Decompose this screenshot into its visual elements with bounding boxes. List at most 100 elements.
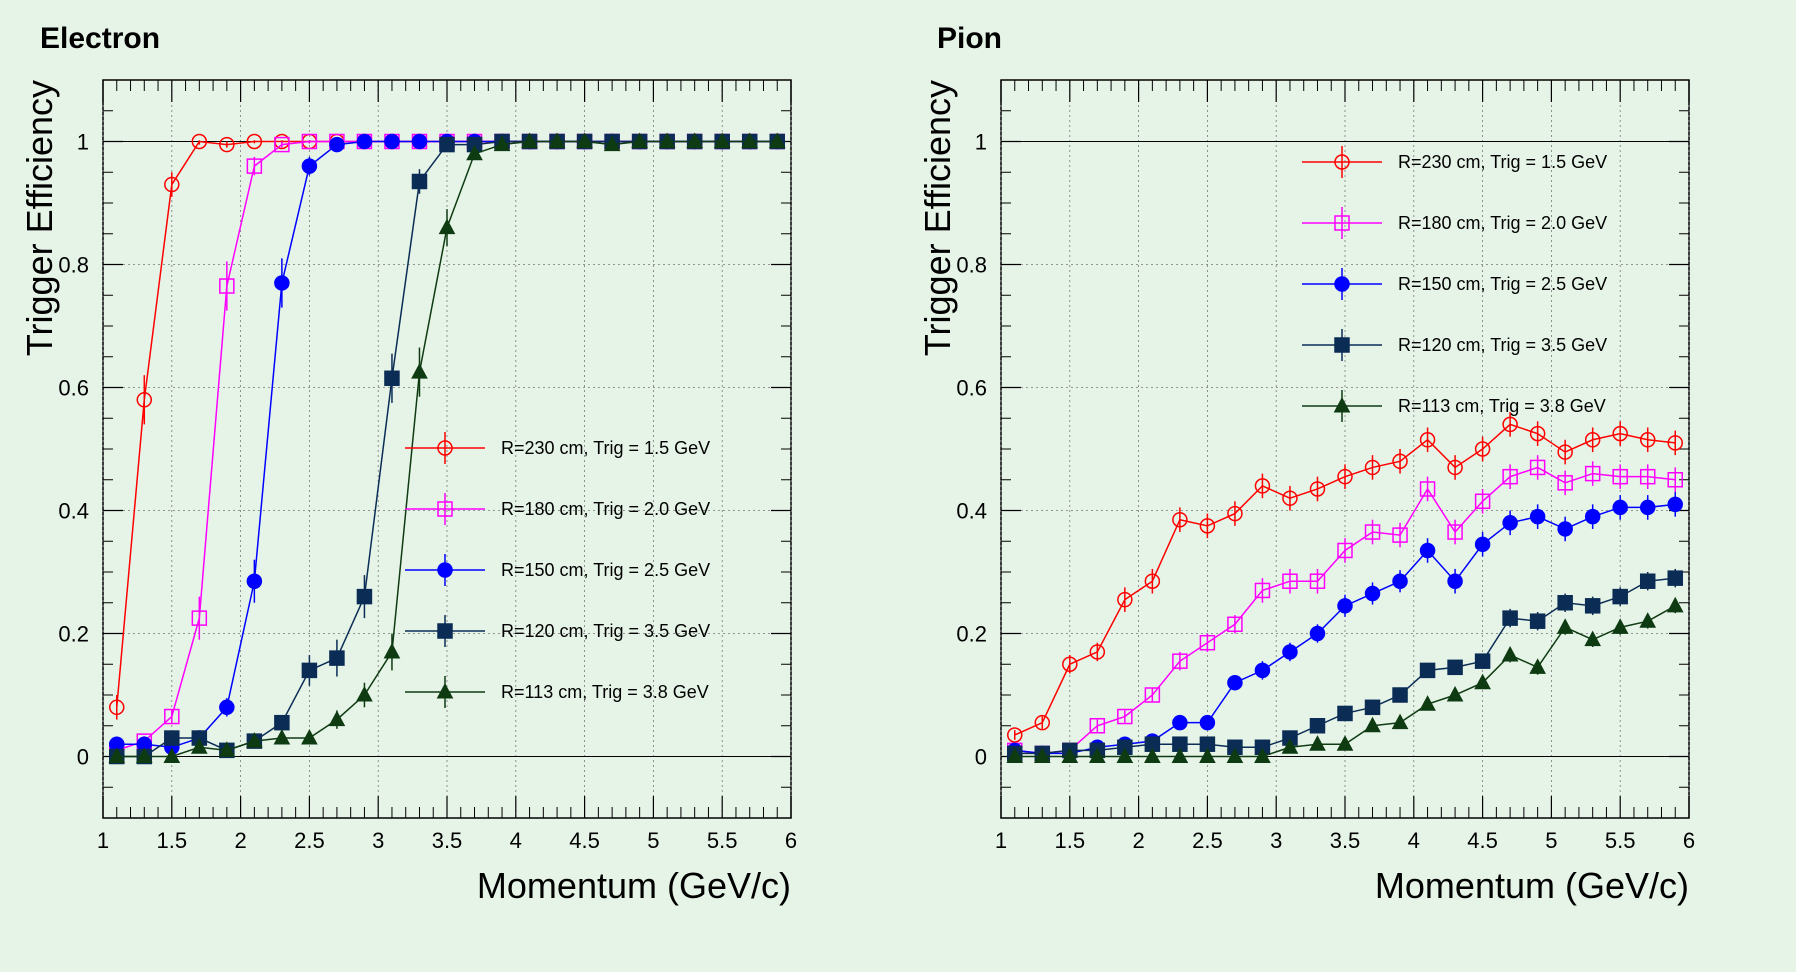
pion-legend-entry: R=180 cm, Trig = 2.0 GeV	[1302, 207, 1607, 239]
pion-data-point	[1172, 511, 1188, 528]
electron-data-point	[190, 738, 208, 754]
electron-legend-marker	[437, 623, 453, 639]
pion-data-point	[1089, 644, 1106, 660]
electron-data-point	[246, 573, 263, 589]
electron-x-tick-label: 3.5	[432, 828, 463, 853]
electron-data-point	[411, 363, 428, 379]
pion-legend-entry: R=120 cm, Trig = 3.5 GeV	[1302, 329, 1607, 361]
pion-x-tick-label: 1.5	[1055, 828, 1086, 853]
pion-data-point	[1254, 478, 1271, 494]
electron-legend-entry: R=230 cm, Trig = 1.5 GeV	[405, 432, 710, 464]
electron-legend-entry: R=150 cm, Trig = 2.5 GeV	[405, 554, 710, 586]
pion-data-point	[1062, 656, 1078, 672]
pion-data-point	[1226, 747, 1244, 763]
electron-y-tick-label: 0	[77, 745, 89, 770]
pion-data-point	[1309, 625, 1326, 642]
pion-data-point	[1282, 644, 1298, 660]
pion-data-point	[1227, 674, 1243, 691]
pion-y-tick-label: 0	[975, 745, 987, 770]
pion-data-point	[1419, 542, 1436, 559]
pion-data-point	[1144, 687, 1161, 703]
pion-data-point	[1392, 527, 1408, 543]
electron-legend-marker	[436, 682, 454, 699]
electron-y-tick-label: 0.4	[58, 499, 89, 524]
electron-data-point	[274, 136, 290, 153]
pion-series-3	[1007, 568, 1683, 762]
pion-data-point	[1007, 727, 1023, 743]
electron-x-tick-label: 4.5	[569, 828, 600, 853]
electron-data-point	[411, 173, 428, 190]
pion-x-tick-label: 5.5	[1605, 828, 1636, 853]
pion-data-point	[1667, 496, 1683, 513]
pion-data-point	[1639, 499, 1656, 516]
pion-data-point	[1667, 570, 1683, 586]
electron-data-point	[521, 132, 538, 148]
pion-series-4	[1006, 596, 1684, 763]
electron-x-tick-label: 6	[785, 828, 797, 853]
electron-x-tick-label: 1	[97, 828, 109, 853]
pion-legend-marker	[1334, 154, 1350, 170]
pion-data-point	[1584, 598, 1601, 614]
pion-data-point	[1391, 713, 1409, 730]
pion-data-point	[1172, 714, 1188, 731]
electron-x-axis-title: Momentum (GeV/c)	[477, 865, 791, 906]
pion-legend: R=230 cm, Trig = 1.5 GeV R=180 cm, Trig =…	[1302, 146, 1607, 422]
pion-data-point	[1392, 687, 1408, 703]
pion-data-point	[1584, 630, 1602, 647]
pion-legend-entry: R=150 cm, Trig = 2.5 GeV	[1302, 268, 1607, 300]
electron-data-point	[356, 133, 373, 150]
electron-data-point	[191, 133, 208, 150]
pion-data-point	[1281, 738, 1299, 754]
pion-data-point	[1557, 444, 1573, 460]
pion-data-point	[1061, 747, 1079, 763]
pion-legend-marker	[1333, 396, 1351, 413]
electron-y-tick-label: 0.2	[58, 622, 89, 647]
electron-series-4	[108, 132, 786, 763]
pion-data-point	[1529, 508, 1546, 525]
electron-data-point	[164, 730, 180, 746]
electron-data-point	[438, 218, 456, 235]
electron-data-point	[603, 135, 621, 152]
pion-data-point	[1337, 598, 1353, 614]
pion-data-point	[1254, 662, 1271, 679]
pion-data-point	[1033, 747, 1051, 763]
pion-data-point	[1447, 524, 1463, 540]
pion-data-point	[1529, 658, 1546, 674]
pion-data-point	[1557, 475, 1573, 491]
pion-data-point	[1584, 465, 1601, 482]
pion-y-tick-label: 0.4	[956, 499, 987, 524]
pion-legend-label: R=113 cm, Trig = 3.8 GeV	[1398, 396, 1606, 416]
pion-data-point	[1282, 490, 1298, 506]
pion-data-point	[1667, 435, 1683, 451]
pion-data-point	[1584, 432, 1601, 448]
electron-data-point	[383, 642, 401, 659]
pion-x-tick-label: 1	[995, 828, 1007, 853]
electron-data-point	[246, 158, 263, 174]
pion-y-tick-label: 0.6	[956, 376, 987, 401]
electron-data-point	[439, 136, 455, 153]
electron-data-point	[164, 176, 180, 193]
electron-data-point	[274, 714, 290, 731]
pion-data-point	[1529, 425, 1546, 442]
pion-data-point	[1667, 472, 1683, 488]
electron-legend: R=230 cm, Trig = 1.5 GeV R=180 cm, Trig =…	[405, 432, 710, 708]
pion-data-point	[1172, 653, 1188, 669]
pion-x-tick-label: 5	[1545, 828, 1557, 853]
pion-legend-label: R=150 cm, Trig = 2.5 GeV	[1398, 274, 1607, 294]
pion-x-tick-label: 6	[1683, 828, 1695, 853]
pion-panel-title: Pion	[937, 22, 1002, 55]
pion-data-point	[1309, 573, 1326, 589]
electron-x-tick-label: 3	[372, 828, 384, 853]
pion-data-point	[1474, 673, 1491, 690]
pion-data-point	[1446, 685, 1464, 702]
pion-data-point	[1364, 699, 1381, 716]
pion-panel: Pion 1 1.5 2 2.5 3 3.5 4 4.5 5 5.5 600.20.40.60.81…	[917, 22, 1695, 906]
pion-data-point	[1612, 468, 1628, 485]
electron-data-point	[356, 588, 373, 605]
electron-x-tick-label: 5	[647, 828, 659, 853]
electron-legend-marker	[437, 562, 453, 578]
pion-data-point	[1309, 718, 1326, 734]
electron-data-point	[301, 662, 318, 679]
pion-data-point	[1034, 714, 1051, 731]
pion-legend-label: R=180 cm, Trig = 2.0 GeV	[1398, 213, 1607, 233]
